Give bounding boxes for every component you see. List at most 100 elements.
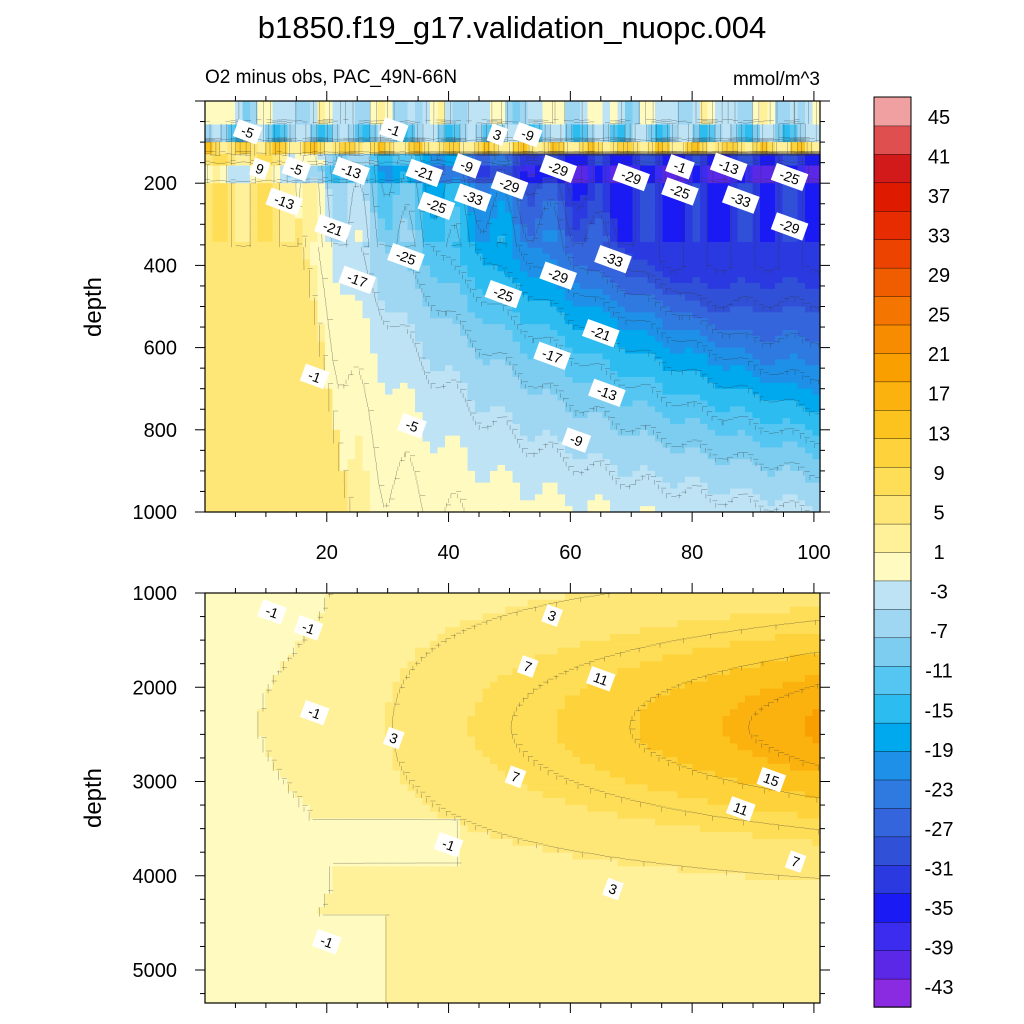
upper-field-cell [512, 382, 521, 390]
upper-field-cell [445, 271, 454, 278]
upper-field-cell [490, 224, 499, 231]
upper-field-cell [737, 365, 746, 372]
upper-field-cell [685, 142, 694, 149]
upper-field-cell [467, 371, 476, 378]
upper-field-cell [587, 189, 596, 196]
upper-field-cell [587, 259, 596, 266]
upper-field-cell [790, 435, 799, 443]
upper-field-cell [715, 441, 724, 449]
upper-field-cell [535, 212, 544, 220]
upper-field-cell [235, 376, 244, 384]
upper-field-cell [715, 435, 724, 443]
upper-field-cell [347, 142, 356, 149]
upper-field-cell [467, 329, 476, 337]
upper-field-cell [550, 300, 559, 308]
upper-field-cell [640, 253, 649, 261]
upper-field-cell [745, 183, 754, 190]
upper-field-cell [467, 418, 476, 425]
upper-field-cell [767, 177, 776, 184]
upper-field-cell [377, 224, 386, 231]
upper-field-cell [722, 359, 731, 366]
upper-field-cell [250, 347, 259, 355]
upper-field-cell [595, 318, 604, 325]
upper-field-cell [362, 241, 371, 249]
upper-field-cell [812, 394, 821, 402]
upper-field-cell [745, 394, 754, 402]
upper-field-cell [512, 347, 521, 355]
upper-field-cell [377, 218, 386, 225]
upper-field-cell [205, 159, 214, 167]
upper-field-cell [250, 312, 259, 319]
upper-field-cell [557, 130, 566, 137]
upper-field-cell [452, 365, 461, 372]
upper-field-cell [790, 324, 799, 331]
upper-field-cell [602, 194, 611, 202]
upper-field-cell [250, 306, 259, 313]
upper-field-cell [625, 206, 634, 214]
upper-field-cell [715, 300, 724, 308]
upper-field-cell [250, 341, 259, 349]
upper-field-cell [310, 429, 319, 437]
upper-field-cell [655, 101, 664, 108]
upper-field-cell [595, 265, 604, 272]
upper-field-cell [580, 106, 589, 114]
upper-field-cell [670, 271, 679, 278]
upper-field-cell [685, 347, 694, 355]
upper-field-cell [730, 318, 739, 325]
upper-field-cell [760, 236, 769, 243]
upper-field-cell [745, 189, 754, 196]
upper-field-cell [317, 365, 326, 372]
upper-field-cell [242, 277, 251, 284]
upper-field-cell [452, 300, 461, 308]
upper-field-cell [797, 388, 806, 396]
upper-field-cell [602, 124, 611, 131]
upper-field-cell [700, 212, 709, 220]
upper-field-cell [302, 177, 311, 184]
upper-field-cell [557, 306, 566, 313]
upper-field-cell [355, 365, 364, 372]
upper-field-cell [580, 236, 589, 243]
upper-field-cell [295, 294, 304, 302]
upper-field-cell [265, 253, 274, 261]
upper-field-cell [632, 294, 641, 302]
upper-field-cell [355, 359, 364, 366]
upper-field-cell [707, 230, 716, 237]
upper-field-cell [332, 435, 341, 443]
upper-field-cell [302, 142, 311, 149]
upper-field-cell [557, 247, 566, 255]
upper-field-cell [362, 335, 371, 343]
upper-field-cell [205, 306, 214, 313]
upper-field-cell [587, 224, 596, 231]
upper-field-cell [602, 447, 611, 454]
upper-field-cell [400, 329, 409, 337]
upper-field-cell [662, 329, 671, 337]
upper-field-cell [670, 142, 679, 149]
upper-field-cell [250, 265, 259, 272]
upper-field-cell [257, 265, 266, 272]
upper-field-cell [467, 253, 476, 261]
upper-field-cell [497, 241, 506, 249]
upper-field-cell [595, 371, 604, 378]
upper-field-cell [227, 294, 236, 302]
upper-field-cell [722, 388, 731, 396]
upper-field-cell [302, 418, 311, 425]
upper-field-cell [760, 247, 769, 255]
upper-field-cell [287, 359, 296, 366]
upper-field-cell [325, 441, 334, 449]
upper-field-cell [640, 130, 649, 137]
upper-field-cell [595, 359, 604, 366]
upper-field-cell [535, 447, 544, 454]
upper-field-cell [595, 153, 604, 161]
upper-field-cell [460, 441, 469, 449]
upper-field-cell [475, 265, 484, 272]
upper-field-cell [730, 312, 739, 319]
upper-field-cell [670, 283, 679, 290]
upper-field-cell [797, 359, 806, 366]
upper-field-cell [280, 447, 289, 454]
upper-field-cell [422, 382, 431, 390]
upper-field-cell [310, 329, 319, 337]
upper-field-cell [722, 259, 731, 266]
upper-field-cell [317, 300, 326, 308]
upper-field-cell [347, 312, 356, 319]
upper-field-cell [775, 365, 784, 372]
